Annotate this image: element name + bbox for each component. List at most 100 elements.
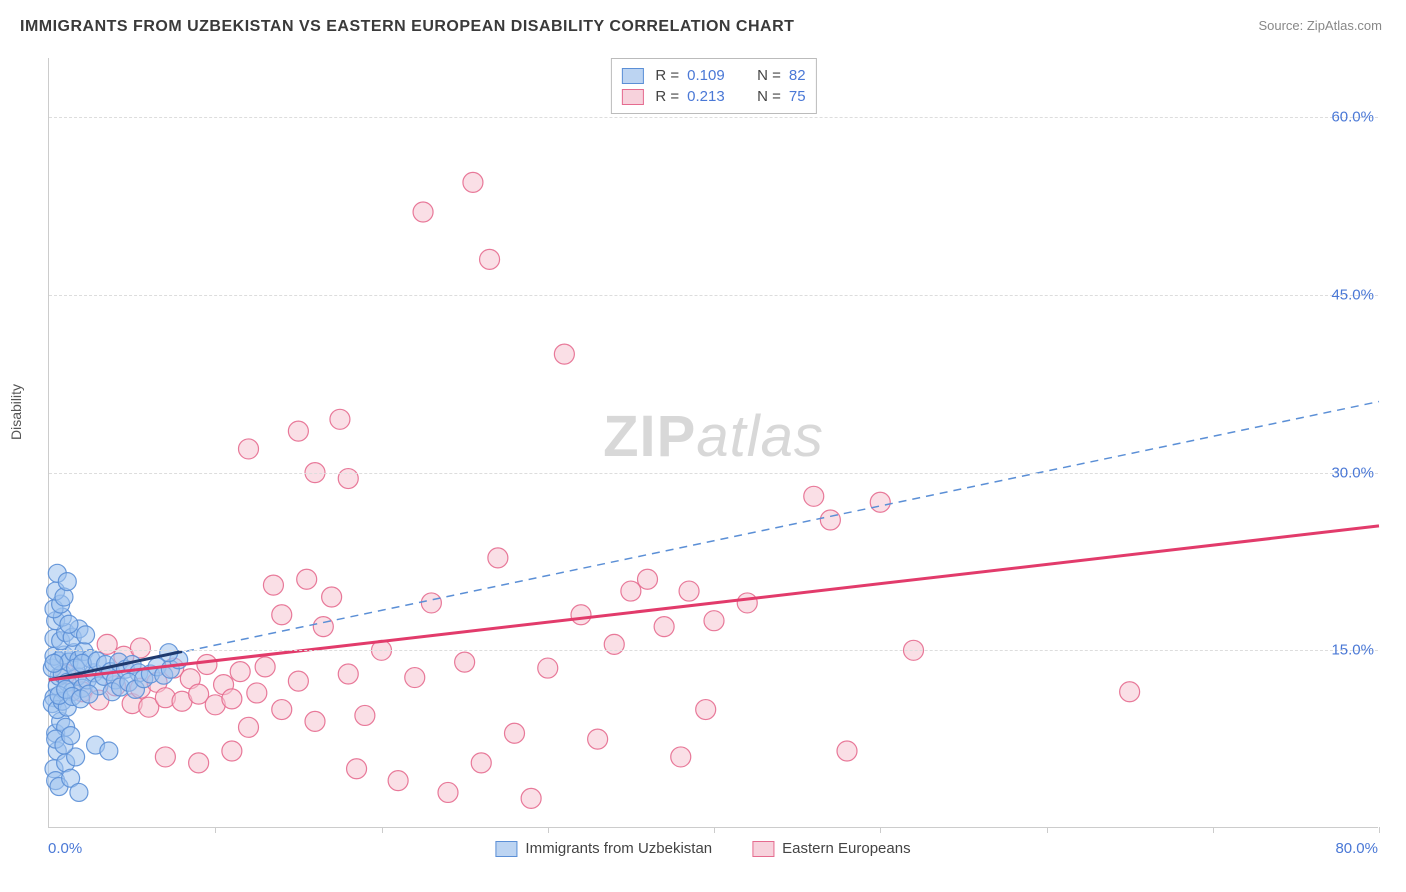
legend-n-value: 82 xyxy=(789,67,806,84)
legend-n-label: N = xyxy=(757,67,781,84)
legend-swatch xyxy=(752,841,774,857)
source-prefix: Source: xyxy=(1258,18,1306,33)
legend-n-label: N = xyxy=(757,88,781,105)
chart-svg xyxy=(49,58,1378,827)
data-point xyxy=(405,668,425,688)
data-point xyxy=(355,705,375,725)
data-point xyxy=(97,634,117,654)
data-point xyxy=(521,788,541,808)
data-point xyxy=(870,492,890,512)
x-tick xyxy=(215,827,216,833)
data-point xyxy=(1120,682,1140,702)
data-point xyxy=(679,581,699,601)
legend-r-value: 0.109 xyxy=(687,67,739,84)
data-point xyxy=(413,202,433,222)
data-point xyxy=(247,683,267,703)
y-tick-label: 45.0% xyxy=(1331,286,1378,303)
data-point xyxy=(588,729,608,749)
data-point xyxy=(330,409,350,429)
data-point xyxy=(297,569,317,589)
legend-r-value: 0.213 xyxy=(687,88,739,105)
data-point xyxy=(70,783,88,801)
data-point xyxy=(388,771,408,791)
data-point xyxy=(100,742,118,760)
legend-series: Immigrants from Uzbekistan Eastern Europe… xyxy=(495,840,910,857)
legend-series-item: Immigrants from Uzbekistan xyxy=(495,840,712,857)
data-point xyxy=(604,634,624,654)
source-attribution: Source: ZipAtlas.com xyxy=(1258,18,1382,33)
data-point xyxy=(837,741,857,761)
data-point xyxy=(820,510,840,530)
data-point xyxy=(77,626,95,644)
data-point xyxy=(471,753,491,773)
data-point xyxy=(338,664,358,684)
data-point xyxy=(480,249,500,269)
data-point xyxy=(571,605,591,625)
x-tick xyxy=(382,827,383,833)
data-point xyxy=(222,689,242,709)
grid-line-h xyxy=(49,650,1378,651)
y-tick-label: 60.0% xyxy=(1331,109,1378,126)
y-tick-label: 15.0% xyxy=(1331,642,1378,659)
legend-n-value: 75 xyxy=(789,88,806,105)
legend-swatch xyxy=(621,89,643,105)
data-point xyxy=(804,486,824,506)
x-tick xyxy=(548,827,549,833)
x-tick xyxy=(1047,827,1048,833)
data-point xyxy=(463,172,483,192)
plot-area: ZIPatlas R =0.109N =82R =0.213N =75 15.0… xyxy=(48,58,1378,828)
x-tick xyxy=(1213,827,1214,833)
data-point xyxy=(255,657,275,677)
legend-r-label: R = xyxy=(655,88,679,105)
data-point xyxy=(438,782,458,802)
trend-line xyxy=(49,526,1379,680)
grid-line-h xyxy=(49,473,1378,474)
legend-swatch xyxy=(621,68,643,84)
y-tick-label: 30.0% xyxy=(1331,464,1378,481)
data-point xyxy=(288,671,308,691)
data-point xyxy=(696,700,716,720)
data-point xyxy=(488,548,508,568)
data-point xyxy=(737,593,757,613)
data-point xyxy=(322,587,342,607)
data-point xyxy=(80,685,98,703)
x-axis-max-label: 80.0% xyxy=(1335,840,1378,857)
x-tick xyxy=(1379,827,1380,833)
source-text: ZipAtlas.com xyxy=(1307,18,1382,33)
legend-series-label: Immigrants from Uzbekistan xyxy=(525,840,712,857)
data-point xyxy=(455,652,475,672)
data-point xyxy=(130,638,150,658)
grid-line-h xyxy=(49,295,1378,296)
x-tick xyxy=(714,827,715,833)
data-point xyxy=(621,581,641,601)
data-point xyxy=(313,617,333,637)
x-tick xyxy=(880,827,881,833)
data-point xyxy=(222,741,242,761)
x-axis-min-label: 0.0% xyxy=(48,840,82,857)
data-point xyxy=(338,469,358,489)
data-point xyxy=(654,617,674,637)
data-point xyxy=(155,747,175,767)
data-point xyxy=(638,569,658,589)
data-point xyxy=(272,700,292,720)
legend-r-label: R = xyxy=(655,67,679,84)
data-point xyxy=(704,611,724,631)
data-point xyxy=(347,759,367,779)
data-point xyxy=(239,439,259,459)
data-point xyxy=(197,655,217,675)
data-point xyxy=(58,573,76,591)
data-point xyxy=(538,658,558,678)
legend-swatch xyxy=(495,841,517,857)
chart-title: IMMIGRANTS FROM UZBEKISTAN VS EASTERN EU… xyxy=(20,18,794,36)
data-point xyxy=(189,753,209,773)
legend-stats-row: R = 0.213 N = 75 xyxy=(621,86,805,107)
y-axis-label: Disability xyxy=(8,384,24,440)
legend-series-label: Eastern Europeans xyxy=(782,840,910,857)
data-point xyxy=(288,421,308,441)
legend-series-item: Eastern Europeans xyxy=(752,840,910,857)
legend-stats-row: R = 0.109 N = 82 xyxy=(621,65,805,86)
data-point xyxy=(60,615,78,633)
data-point xyxy=(62,727,80,745)
data-point xyxy=(505,723,525,743)
data-point xyxy=(263,575,283,595)
